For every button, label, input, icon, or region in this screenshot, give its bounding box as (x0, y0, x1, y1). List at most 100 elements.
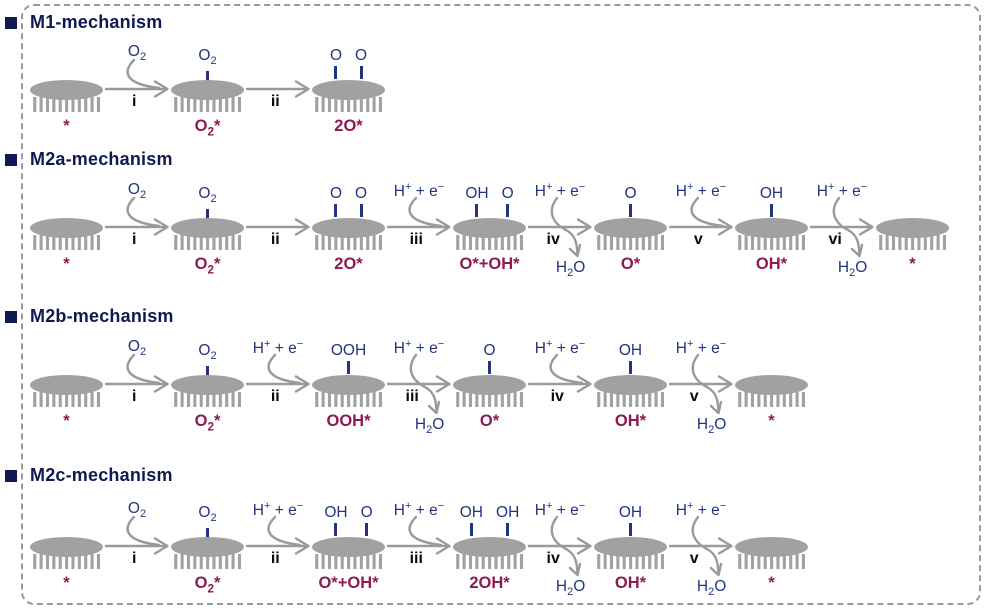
state-label: 2OH* (469, 574, 510, 592)
adsorbate-formula: OH (618, 342, 643, 359)
arrow-graphic-icon (104, 353, 169, 393)
adsorbate-formula: O (501, 185, 514, 202)
adsorbate: OH (460, 504, 483, 536)
adsorbate-group (735, 504, 808, 537)
bond-line-icon (334, 204, 338, 217)
bond-line-icon (334, 523, 338, 536)
bond-line-icon (769, 204, 773, 217)
surface-graphic-icon (453, 537, 526, 569)
reaction-arrow: H+ + e− iv (526, 338, 594, 442)
surface-graphic-icon (312, 80, 385, 112)
adsorbate-formula: O (329, 47, 342, 64)
figure-frame (21, 4, 981, 605)
adsorbate-formula: OH (324, 504, 348, 521)
adsorbate: O (361, 504, 373, 536)
adsorbate-formula: OOH (330, 342, 367, 359)
state-label: 2O* (334, 117, 363, 135)
adsorbate: O (330, 185, 342, 217)
product-formula: H2O (837, 259, 868, 280)
reactant-formula: O2 (127, 500, 147, 521)
adsorbate-group: O (594, 185, 667, 218)
catalyst-surface: * (30, 342, 103, 442)
reactant-formula: H+ + e− (534, 338, 586, 358)
surface-graphic-icon (594, 375, 667, 407)
reaction-arrow: H+ + e− vi H2O (808, 181, 876, 285)
catalyst-surface: O2 O2* (171, 47, 244, 147)
state-label: * (63, 412, 70, 430)
step-label: v (689, 388, 699, 405)
surface-graphic-icon (30, 218, 103, 250)
arrow-graphic-icon (809, 196, 874, 258)
adsorbate: O2 (198, 504, 217, 542)
adsorbate: O (330, 47, 342, 79)
product-formula: H2O (555, 578, 586, 599)
adsorbate-group (30, 185, 103, 218)
reactant-formula: H+ + e− (816, 181, 868, 201)
bond-line-icon (206, 366, 209, 380)
catalyst-surface: O2 O2* (171, 504, 244, 604)
state-label: O2* (194, 412, 221, 434)
arrow-graphic-icon (245, 80, 310, 98)
arrow-graphic-icon (386, 196, 451, 236)
state-label: OH* (614, 412, 647, 430)
reactant-formula: H+ + e− (675, 181, 727, 201)
adsorbate-group (30, 342, 103, 375)
reaction-arrow: H+ + e− iv H2O (526, 181, 594, 285)
arrow-graphic-icon (668, 515, 733, 577)
state-label: * (63, 117, 70, 135)
bond-line-icon (506, 204, 510, 217)
step-label: i (132, 231, 137, 248)
step-label: iv (546, 550, 560, 567)
step-label: ii (270, 388, 280, 405)
adsorbate-formula: OH (465, 185, 489, 202)
step-label: iv (550, 388, 564, 405)
adsorbate-formula: OH (496, 504, 520, 521)
mechanism-row: * O2 i O2 O2* H+ + e− ii OOH OOH* H+ + e− iii H2O O O… (30, 338, 808, 442)
adsorbate-group: OH OH (453, 504, 526, 537)
adsorbate: O (355, 185, 367, 217)
catalyst-surface: * (30, 185, 103, 285)
reactant-formula: H+ + e− (534, 500, 586, 520)
catalyst-surface: OH O O*+OH* (453, 185, 526, 285)
reaction-arrow: H+ + e− v H2O (667, 338, 735, 442)
reaction-arrow: H+ + e− ii (244, 338, 312, 442)
catalyst-surface: O2 O2* (171, 185, 244, 285)
adsorbate-formula: OH (759, 185, 784, 202)
surface-graphic-icon (30, 375, 103, 407)
adsorbate-group (30, 47, 103, 80)
bond-line-icon (628, 523, 632, 536)
adsorbate: OH (465, 185, 489, 217)
bond-line-icon (206, 528, 209, 542)
reactant-formula: H+ + e− (393, 338, 445, 358)
bond-line-icon (365, 523, 369, 536)
step-label: v (693, 231, 703, 248)
product-formula: H2O (696, 578, 727, 599)
surface-graphic-icon (312, 218, 385, 250)
state-label: O*+OH* (318, 574, 379, 592)
adsorbate-formula: OH (459, 504, 483, 521)
arrow-graphic-icon (104, 58, 169, 98)
step-label: i (132, 93, 137, 110)
bond-line-icon (506, 523, 510, 536)
state-label: * (768, 412, 775, 430)
adsorbate: O (483, 342, 496, 374)
catalyst-surface: OH O O*+OH* (312, 504, 385, 604)
adsorbate: O (355, 47, 367, 79)
adsorbate-group: OOH (312, 342, 385, 375)
reaction-arrow: H+ + e− ii (244, 500, 312, 604)
state-label: O2* (194, 255, 221, 277)
catalyst-surface: * (735, 342, 808, 442)
adsorbate-group: OH (735, 185, 808, 218)
arrow-graphic-icon (668, 353, 733, 415)
adsorbate-formula: O2 (198, 342, 217, 363)
adsorbate: OH (760, 185, 783, 217)
state-label: * (768, 574, 775, 592)
arrow-graphic-icon (245, 515, 310, 555)
adsorbate-group (30, 504, 103, 537)
adsorbate-formula: O2 (198, 47, 217, 68)
section-header: M2c-mechanism (5, 465, 173, 486)
mechanism-row: * O2 i O2 O2* ii O O 2O* (30, 43, 385, 147)
